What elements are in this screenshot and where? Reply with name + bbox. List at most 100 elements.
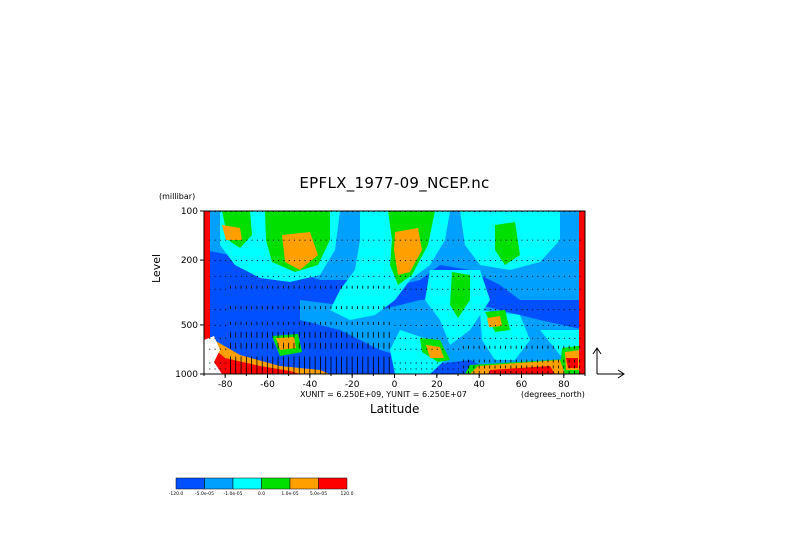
vector-mark bbox=[510, 309, 512, 311]
vector-mark bbox=[283, 275, 285, 277]
vector-mark bbox=[383, 239, 385, 241]
vector-mark bbox=[558, 337, 560, 339]
vector-mark bbox=[574, 337, 576, 339]
vector-mark bbox=[537, 260, 539, 262]
vector-mark bbox=[468, 337, 470, 339]
vector-mark bbox=[521, 324, 523, 326]
vector-mark bbox=[553, 337, 555, 339]
vector-mark bbox=[383, 260, 385, 262]
vector-mark bbox=[246, 260, 248, 262]
vector-mark bbox=[420, 337, 422, 339]
vector-mark bbox=[415, 337, 417, 339]
vector-mark bbox=[256, 275, 258, 277]
vector-mark bbox=[415, 288, 417, 290]
vector-mark bbox=[510, 288, 512, 290]
vector-mark bbox=[341, 239, 343, 241]
vector-mark bbox=[399, 324, 401, 326]
vector-mark bbox=[558, 324, 560, 326]
vector-mark bbox=[420, 239, 422, 241]
vector-mark bbox=[394, 368, 396, 370]
vector-mark bbox=[447, 362, 449, 364]
vector-mark bbox=[563, 275, 565, 277]
vector-mark bbox=[420, 309, 422, 311]
vector-mark bbox=[383, 275, 385, 277]
vector-mark bbox=[431, 288, 433, 290]
vector-mark bbox=[495, 337, 497, 339]
vector-mark bbox=[225, 324, 227, 326]
vector-mark bbox=[410, 309, 412, 311]
vector-mark bbox=[500, 337, 502, 339]
vector-mark bbox=[436, 288, 438, 290]
vector-mark bbox=[516, 239, 518, 241]
vector-mark bbox=[442, 362, 444, 364]
vector-mark bbox=[219, 368, 221, 370]
vector-mark bbox=[489, 239, 491, 241]
vector-mark bbox=[447, 288, 449, 290]
vector-mark bbox=[458, 275, 459, 277]
vector-mark bbox=[542, 337, 544, 339]
vector-mark bbox=[431, 260, 433, 262]
vector-mark bbox=[468, 239, 470, 241]
vector-mark bbox=[574, 309, 576, 311]
vector-mark bbox=[537, 337, 539, 339]
vector-mark bbox=[389, 260, 391, 262]
vector-mark bbox=[553, 288, 555, 290]
vector-mark bbox=[569, 337, 571, 339]
vector-mark bbox=[526, 239, 528, 241]
vector-mark bbox=[336, 275, 338, 277]
vector-mark bbox=[410, 288, 412, 290]
vector-mark bbox=[526, 324, 528, 326]
vector-mark bbox=[431, 368, 433, 370]
vector-mark bbox=[410, 260, 412, 262]
reference-vector-icon bbox=[592, 347, 625, 379]
vector-mark bbox=[542, 288, 544, 290]
vector-mark bbox=[352, 275, 354, 277]
vector-mark bbox=[579, 324, 581, 326]
x-axis-label: Latitude bbox=[370, 402, 420, 416]
vector-mark bbox=[362, 275, 364, 277]
vector-mark bbox=[489, 324, 491, 326]
vector-mark bbox=[362, 239, 364, 241]
vector-mark bbox=[336, 239, 338, 241]
vector-mark bbox=[209, 309, 211, 311]
vector-mark bbox=[399, 337, 401, 339]
vector-mark bbox=[352, 239, 354, 241]
vector-mark bbox=[537, 239, 539, 241]
vector-mark bbox=[209, 260, 211, 262]
vector-mark bbox=[452, 368, 454, 370]
vector-mark bbox=[209, 239, 211, 241]
vector-mark bbox=[415, 275, 417, 277]
vector-mark bbox=[399, 288, 401, 290]
vector-mark bbox=[569, 324, 571, 326]
vector-mark bbox=[420, 324, 422, 326]
vector-mark bbox=[420, 275, 422, 277]
vector-mark bbox=[251, 275, 253, 277]
vector-mark bbox=[553, 260, 555, 262]
vector-mark bbox=[521, 275, 523, 277]
colorbar-label: 120.0 bbox=[341, 491, 354, 497]
vector-mark bbox=[516, 260, 518, 262]
vector-mark bbox=[579, 309, 581, 311]
vector-mark bbox=[278, 260, 280, 262]
vector-mark bbox=[463, 275, 465, 277]
vector-mark bbox=[458, 362, 459, 364]
vector-mark bbox=[547, 260, 549, 262]
vector-mark bbox=[336, 260, 338, 262]
vector-mark bbox=[479, 324, 481, 326]
y-tick-label: 200 bbox=[181, 256, 198, 266]
vector-mark bbox=[278, 275, 280, 277]
vector-mark bbox=[547, 288, 549, 290]
vector-mark bbox=[394, 288, 396, 290]
vector-mark bbox=[510, 239, 512, 241]
vector-mark bbox=[214, 275, 216, 277]
vector-mark bbox=[415, 368, 417, 370]
vector-mark bbox=[489, 260, 491, 262]
vector-mark bbox=[331, 239, 332, 241]
vector-mark bbox=[532, 239, 534, 241]
x-tick-label: 60 bbox=[516, 380, 528, 390]
vector-mark bbox=[399, 309, 401, 311]
vector-mark bbox=[495, 309, 497, 311]
vector-mark bbox=[442, 368, 444, 370]
vector-mark bbox=[447, 337, 449, 339]
